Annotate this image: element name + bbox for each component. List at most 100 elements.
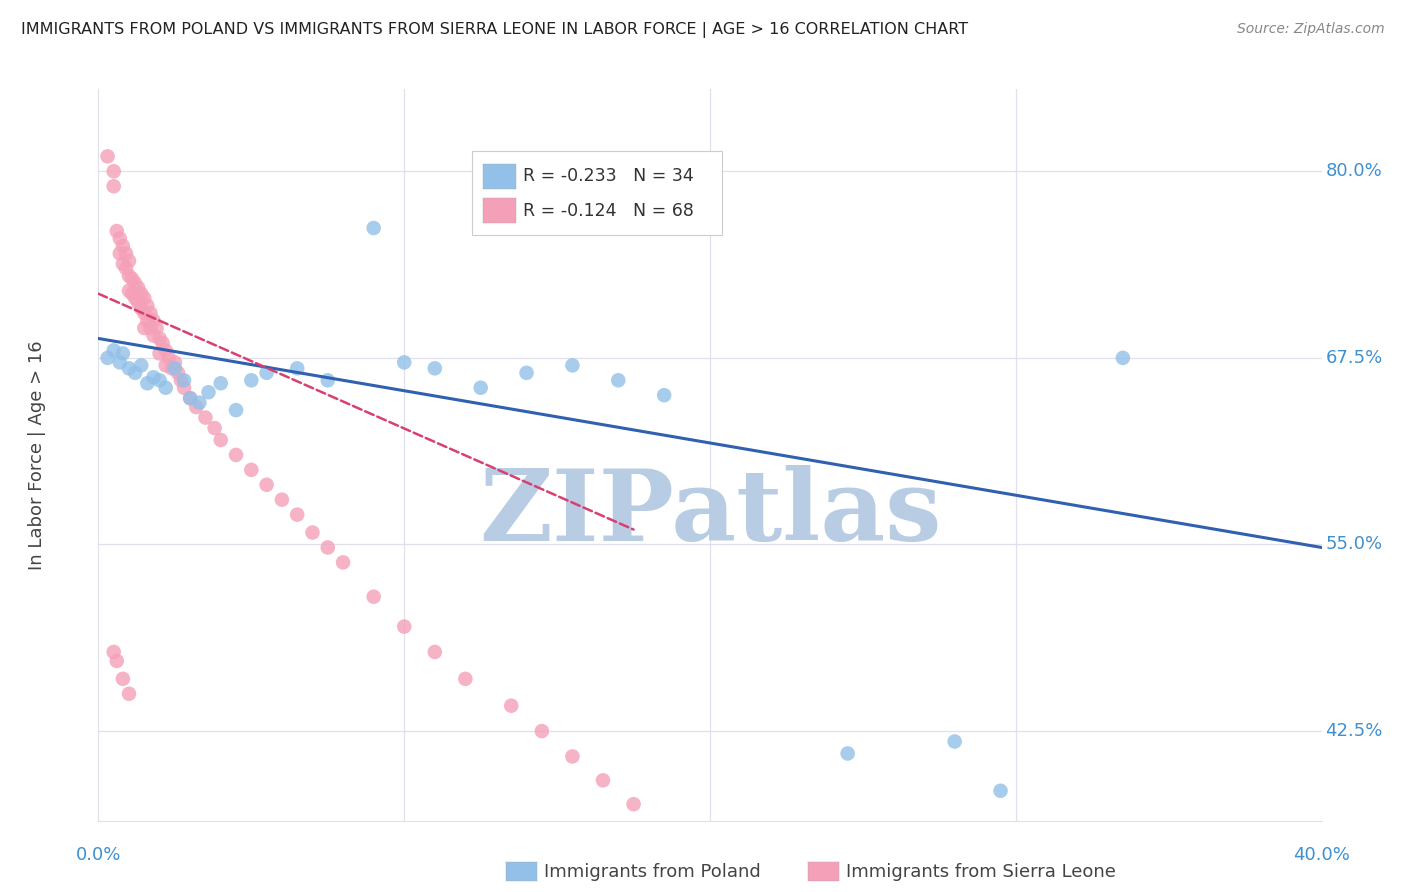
Point (423, 361, 446, 376)
FancyBboxPatch shape (482, 164, 516, 189)
Point (209, 376, 232, 391)
Point (392, 355, 416, 369)
Text: IMMIGRANTS FROM POLAND VS IMMIGRANTS FROM SIERRA LEONE IN LABOR FORCE | AGE > 16: IMMIGRANTS FROM POLAND VS IMMIGRANTS FRO… (21, 22, 969, 38)
Point (1112, 351, 1135, 365)
Point (157, 351, 180, 365)
Point (105, 654, 128, 668)
Point (118, 687, 141, 701)
Point (561, 359, 583, 373)
Point (124, 291, 146, 305)
Text: In Labor Force | Age > 16: In Labor Force | Age > 16 (28, 340, 46, 570)
Point (139, 321, 162, 335)
Point (103, 164, 125, 178)
Point (423, 645, 446, 659)
Text: R = -0.233   N = 34: R = -0.233 N = 34 (523, 167, 693, 185)
Point (285, 508, 308, 522)
Point (111, 257, 134, 271)
Point (943, 734, 966, 748)
Point (204, 421, 226, 435)
Point (103, 645, 125, 659)
Point (209, 433, 232, 447)
Point (115, 246, 138, 260)
Point (316, 541, 339, 555)
Text: R = -0.124   N = 68: R = -0.124 N = 68 (523, 202, 693, 219)
Point (530, 724, 553, 739)
Point (103, 179, 125, 194)
Point (332, 555, 354, 569)
Point (155, 381, 177, 395)
Point (837, 747, 859, 761)
Point (160, 361, 183, 376)
Point (256, 477, 278, 491)
Point (127, 295, 149, 310)
Point (124, 366, 146, 380)
Point (136, 313, 159, 327)
Point (136, 299, 159, 313)
Point (592, 773, 614, 788)
Point (127, 281, 149, 295)
Point (142, 370, 165, 384)
Point (652, 388, 675, 402)
Point (142, 313, 165, 327)
Text: 42.5%: 42.5% (1326, 723, 1382, 740)
Text: 55.0%: 55.0% (1326, 535, 1382, 553)
Point (118, 284, 141, 298)
Point (285, 361, 308, 376)
Point (118, 253, 141, 268)
Point (240, 463, 263, 477)
Point (363, 590, 385, 604)
Point (134, 291, 156, 305)
Text: Source: ZipAtlas.com: Source: ZipAtlas.com (1237, 22, 1385, 37)
FancyBboxPatch shape (471, 152, 723, 235)
Point (155, 343, 177, 358)
Point (155, 359, 177, 373)
Point (470, 381, 492, 395)
Point (194, 410, 217, 425)
Point (149, 346, 172, 360)
Point (118, 268, 141, 283)
Point (316, 373, 339, 387)
Point (501, 698, 523, 713)
Point (111, 239, 134, 253)
Point (115, 261, 138, 276)
Point (97, 149, 120, 163)
Point (301, 525, 323, 540)
Point (139, 306, 162, 320)
Point (256, 366, 278, 380)
Text: Immigrants from Poland: Immigrants from Poland (544, 863, 761, 881)
Point (607, 373, 630, 387)
Text: 80.0%: 80.0% (1326, 162, 1382, 180)
Point (108, 231, 131, 245)
Text: 0.0%: 0.0% (76, 847, 121, 864)
Point (124, 277, 146, 291)
FancyBboxPatch shape (482, 198, 516, 223)
Point (270, 492, 292, 507)
Point (108, 246, 131, 260)
Point (990, 784, 1012, 798)
Point (173, 373, 195, 387)
Point (105, 224, 128, 238)
Point (134, 321, 156, 335)
Point (111, 672, 134, 686)
Point (197, 385, 219, 400)
Point (129, 286, 152, 301)
Point (225, 403, 247, 417)
Point (149, 331, 172, 345)
Point (163, 355, 186, 369)
Text: Immigrants from Sierra Leone: Immigrants from Sierra Leone (846, 863, 1116, 881)
Point (121, 286, 143, 301)
Point (186, 400, 208, 414)
Point (561, 749, 583, 764)
Point (121, 272, 143, 286)
Point (167, 366, 190, 380)
Point (97, 351, 120, 365)
Point (152, 335, 174, 350)
Point (103, 343, 125, 358)
Point (225, 448, 247, 462)
Point (170, 373, 193, 387)
Point (129, 359, 152, 373)
Point (118, 361, 141, 376)
Point (240, 373, 263, 387)
Point (108, 355, 131, 369)
Point (163, 361, 186, 376)
